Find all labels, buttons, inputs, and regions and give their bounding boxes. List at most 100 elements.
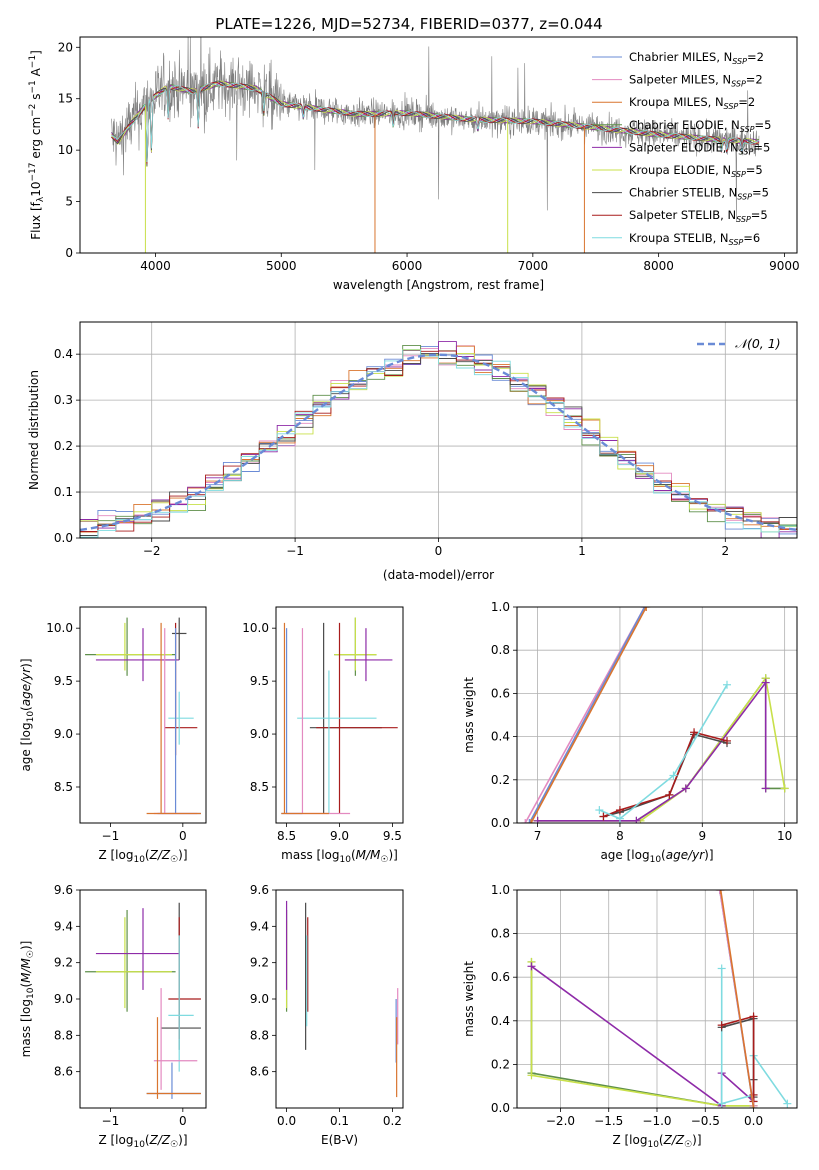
weight-vs-age-ytick-label: 1.0 xyxy=(491,600,510,614)
spectrum-xtick-label: 7000 xyxy=(518,259,549,273)
age-vs-z-point-salpeter-stelib xyxy=(164,622,198,756)
hist-xtick-label: −1 xyxy=(286,544,304,558)
hist-ylabel: Normed distribution xyxy=(27,370,41,490)
spectrum-xtick-label: 9000 xyxy=(769,259,800,273)
weight-vs-z-xtick-label: −0.5 xyxy=(691,1114,720,1128)
age-vs-z-point-chabrier-elodie xyxy=(85,617,176,676)
weight-vs-z-ytick-label: 0.4 xyxy=(491,1014,510,1028)
mass-vs-ebv-ytick-label: 8.8 xyxy=(250,1028,269,1042)
weight-vs-age-marker xyxy=(615,806,624,815)
weight-vs-age-marker xyxy=(665,790,674,799)
hist-ytick-label: 0.3 xyxy=(54,393,73,407)
mass-vs-z-ytick-label: 9.0 xyxy=(54,992,73,1006)
legend-label-6: Chabrier STELIB, NSSP=5 xyxy=(629,186,769,202)
spectrum-frame xyxy=(79,36,798,254)
weight-vs-z-xlabel: Z [log10(Z/Z☉)] xyxy=(612,1133,701,1150)
hist-normal-curve xyxy=(80,353,797,532)
weight-vs-z-ylabel: mass weight xyxy=(462,961,476,1037)
weight-vs-age-frame xyxy=(516,606,798,824)
age-vs-mass-ticks xyxy=(272,627,393,827)
weight-vs-z-marker xyxy=(717,1099,726,1108)
weight-vs-age-marker xyxy=(761,678,770,687)
weight-vs-z-ytick-label: 0.2 xyxy=(491,1057,510,1071)
mass-vs-ebv-ticks xyxy=(272,889,393,1112)
weight-vs-age-line-kroupa-elodie xyxy=(537,676,786,822)
legend-label-8: Kroupa STELIB, NSSP=6 xyxy=(629,231,760,247)
hist-xlabel: (data-model)/error xyxy=(383,568,494,582)
age-vs-mass-point-salpeter-miles xyxy=(286,628,351,815)
weight-vs-age-xtick-label: 8 xyxy=(616,829,624,843)
hist-step-kroupa-stelib xyxy=(80,349,797,538)
weight-vs-age-ytick-label: 0.4 xyxy=(491,730,510,744)
mass-vs-z-ytick-label: 8.8 xyxy=(54,1028,73,1042)
hist-legend-label: 𝒩(0, 1) xyxy=(735,336,781,351)
mass-vs-z-point-kroupa-stelib xyxy=(168,935,194,1072)
spectrum-ylabel: Flux [fλ10−17 erg cm−2 s−1 A−1] xyxy=(28,50,46,240)
spectrum-xlabel: wavelength [Angstrom, rest frame] xyxy=(333,278,544,292)
weight-vs-z-marker xyxy=(716,890,725,894)
weight-vs-age-marker xyxy=(599,812,608,821)
spectrum-model-salpeter-stelib xyxy=(111,82,760,164)
mass-vs-ebv-ytick-label: 8.6 xyxy=(250,1065,269,1079)
spectrum-ytick-label: 10 xyxy=(58,143,73,157)
hist-xtick-label: 1 xyxy=(578,544,586,558)
spectrum-xtick-label: 4000 xyxy=(140,259,171,273)
age-vs-z-xtick-label: −1 xyxy=(102,829,120,843)
weight-vs-age-line-kroupa-stelib xyxy=(599,684,728,820)
weight-vs-age-ticks xyxy=(513,606,797,827)
weight-vs-age-xtick-label: 7 xyxy=(534,829,542,843)
hist-xtick-label: −2 xyxy=(143,544,161,558)
weight-vs-z-ytick-label: 0.8 xyxy=(491,927,510,941)
weight-vs-z-marker xyxy=(527,1071,536,1080)
weight-vs-age-marker xyxy=(533,816,542,823)
mass-vs-ebv-ytick-label: 9.6 xyxy=(250,883,269,897)
weight-vs-z-xtick-label: 0.0 xyxy=(744,1114,763,1128)
age-vs-z-xtick-label: 0 xyxy=(179,829,187,843)
weight-vs-age-marker xyxy=(681,784,690,793)
weight-vs-age-ylabel: mass weight xyxy=(462,677,476,753)
weight-vs-z-marker xyxy=(717,1021,726,1030)
weight-vs-age-marker xyxy=(521,819,530,823)
mass-vs-z-ytick-label: 9.6 xyxy=(54,883,73,897)
spectrum-model-chabrier-stelib xyxy=(111,80,760,167)
mass-vs-ebv-frame xyxy=(275,889,404,1109)
weight-vs-age-ytick-label: 0.2 xyxy=(491,773,510,787)
weight-vs-z-line-kroupa-elodie xyxy=(530,961,754,1107)
weight-vs-age-xtick-label: 10 xyxy=(777,829,792,843)
spectrum-ticks xyxy=(76,46,785,257)
mass-vs-ebv-xtick-label: 0.2 xyxy=(383,1114,402,1128)
weight-vs-z-marker xyxy=(749,1012,758,1021)
mass-vs-z-point-salpeter-miles xyxy=(153,988,198,1090)
mass-vs-ebv-xlabel: E(B-V) xyxy=(321,1133,358,1147)
mass-vs-z-ytick-label: 8.6 xyxy=(54,1065,73,1079)
hist-ytick-label: 0.4 xyxy=(54,347,73,361)
mass-vs-ebv-ytick-label: 9.0 xyxy=(250,992,269,1006)
mass-vs-z-point-chabrier-elodie xyxy=(85,909,176,1012)
age-vs-z-ytick-label: 8.5 xyxy=(54,780,73,794)
age-vs-mass-xtick-label: 8.5 xyxy=(277,829,296,843)
mass-vs-ebv-ytick-label: 9.2 xyxy=(250,956,269,970)
age-vs-z-point-kroupa-elodie xyxy=(95,622,172,671)
mass-vs-z-point-salpeter-elodie xyxy=(95,908,180,990)
spectrum-model-salpeter-elodie xyxy=(111,81,760,166)
age-vs-mass-ytick-label: 9.5 xyxy=(250,674,269,688)
weight-vs-age-line-chabrier-miles xyxy=(528,607,646,823)
mass-vs-z-ytick-label: 9.4 xyxy=(54,919,73,933)
legend-label-5: Kroupa ELODIE, NSSP=5 xyxy=(629,163,763,179)
hist-xtick-label: 0 xyxy=(435,544,443,558)
mass-vs-z-xtick-label: 0 xyxy=(179,1114,187,1128)
spectrum-ytick-label: 0 xyxy=(65,246,73,260)
weight-vs-z-line-chabrier-stelib xyxy=(721,1017,755,1098)
age-vs-mass-xtick-label: 9.0 xyxy=(330,829,349,843)
weight-vs-z-marker xyxy=(749,1104,758,1108)
weight-vs-z-ytick-label: 1.0 xyxy=(491,883,510,897)
age-vs-mass-point-kroupa-elodie xyxy=(334,617,377,671)
weight-vs-age-ytick-label: 0.0 xyxy=(491,816,510,830)
weight-vs-z-xtick-label: −2.0 xyxy=(546,1114,575,1128)
weight-vs-z-ytick-label: 0.0 xyxy=(491,1101,510,1115)
age-vs-mass-frame xyxy=(275,606,404,824)
age-vs-z-ylabel: age [log10(age/yr)] xyxy=(19,658,36,771)
weight-vs-z-xtick-label: −1.0 xyxy=(642,1114,671,1128)
mass-vs-z-point-kroupa-elodie xyxy=(95,917,172,1009)
